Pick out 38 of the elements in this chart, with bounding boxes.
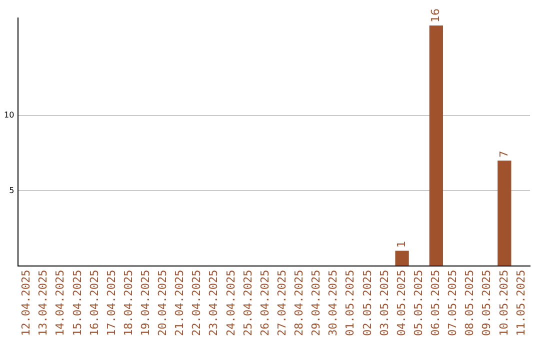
data-label: 16: [429, 8, 442, 23]
x-tick-label: 29.04.2025: [310, 270, 323, 336]
bar: [429, 26, 443, 266]
x-tick-label: 22.04.2025: [190, 270, 204, 336]
x-tick-label: 20.04.2025: [156, 270, 170, 336]
x-tick-label: 09.05.2025: [480, 270, 494, 336]
bar: [395, 250, 409, 266]
x-tick-label: 24.04.2025: [224, 270, 238, 336]
x-tick-label: 08.05.2025: [463, 270, 476, 336]
x-tick-label: 04.05.2025: [394, 270, 408, 336]
x-tick-label: 12.04.2025: [20, 270, 33, 336]
x-tick-label: 14.04.2025: [54, 270, 67, 336]
y-tick-label: 5: [9, 186, 14, 195]
x-tick-label: 16.04.2025: [88, 270, 101, 336]
x-tick-label: 17.04.2025: [104, 270, 118, 336]
x-tick-label: 07.05.2025: [446, 270, 460, 336]
x-tick-label: 01.05.2025: [344, 270, 357, 336]
y-tick-label: 10: [4, 110, 14, 120]
x-tick-label: 19.04.2025: [138, 270, 152, 336]
x-tick-label: 05.05.2025: [412, 270, 425, 336]
data-label: 7: [497, 150, 510, 158]
x-tick-label: 15.04.2025: [70, 270, 84, 336]
x-tick-label: 02.05.2025: [360, 270, 374, 336]
x-tick-label: 25.04.2025: [241, 270, 254, 336]
x-tick-label: 11.05.2025: [514, 270, 528, 336]
bar: [498, 160, 512, 266]
x-tick-label: 26.04.2025: [258, 270, 272, 336]
x-tick-label: 13.04.2025: [36, 270, 50, 336]
x-tick-label: 21.04.2025: [173, 270, 186, 336]
data-label: 1: [394, 240, 408, 248]
x-tick-label: 06.05.2025: [429, 270, 442, 336]
x-tick-label: 27.04.2025: [275, 270, 288, 336]
x-tick-label: 03.05.2025: [378, 270, 391, 336]
x-tick-label: 18.04.2025: [122, 270, 135, 336]
x-tick-label: 23.04.2025: [207, 270, 220, 336]
x-tick-label: 28.04.2025: [292, 270, 306, 336]
x-tick-label: 10.05.2025: [497, 270, 510, 336]
x-tick-label: 30.04.2025: [326, 270, 340, 336]
